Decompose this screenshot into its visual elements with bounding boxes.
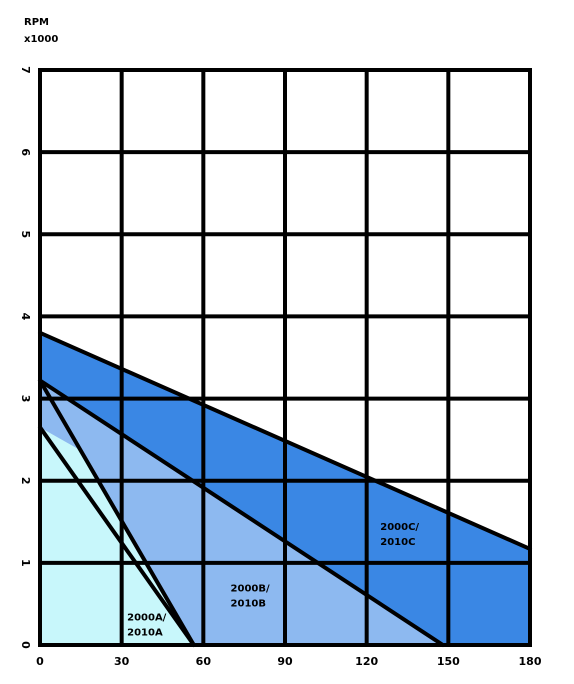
series-label-1-line1: 2000C/ [380,522,419,533]
x-tick-label-4: 120 [355,655,378,668]
x-tick-label-3: 90 [277,655,293,668]
tick-labels: 0 30 60 90 120 150 180 0 1 2 3 4 5 6 7 [19,66,542,668]
y-tick-label-2: 2 [19,477,32,485]
boundary-lines [38,330,532,647]
series-line-3 [38,425,196,647]
series-label-3-line2: 2010A [127,627,163,638]
series-label-3-line1: 2000A/ [127,612,167,623]
series-label-2-line1: 2000B/ [231,584,270,595]
y-axis-label-line1: RPM [24,17,49,28]
x-tick-label-2: 60 [196,655,212,668]
extra-line-1 [38,378,196,647]
y-tick-label-6: 6 [19,148,32,156]
series-label-1-line2: 2010C [380,537,415,548]
x-tick-label-0: 0 [36,655,44,668]
y-tick-label-1: 1 [19,559,32,567]
plot-border [38,68,532,647]
series-line-2 [38,378,445,647]
y-tick-label-5: 5 [19,230,32,238]
x-tick-label-1: 30 [114,655,130,668]
x-tick-label-6: 180 [519,655,542,668]
y-axis-label-line2: x1000 [24,34,58,45]
series-label-2-line2: 2010B [231,599,266,610]
series-labels: 2000C/2010C 2000B/2010B 2000A/2010A [127,522,419,638]
y-tick-label-7: 7 [19,66,32,74]
plot-frame [38,68,532,647]
y-tick-label-0: 0 [19,641,32,649]
x-tick-label-5: 150 [437,655,460,668]
series-line-1 [38,330,532,551]
y-tick-label-4: 4 [19,313,32,321]
y-tick-label-3: 3 [19,395,32,403]
